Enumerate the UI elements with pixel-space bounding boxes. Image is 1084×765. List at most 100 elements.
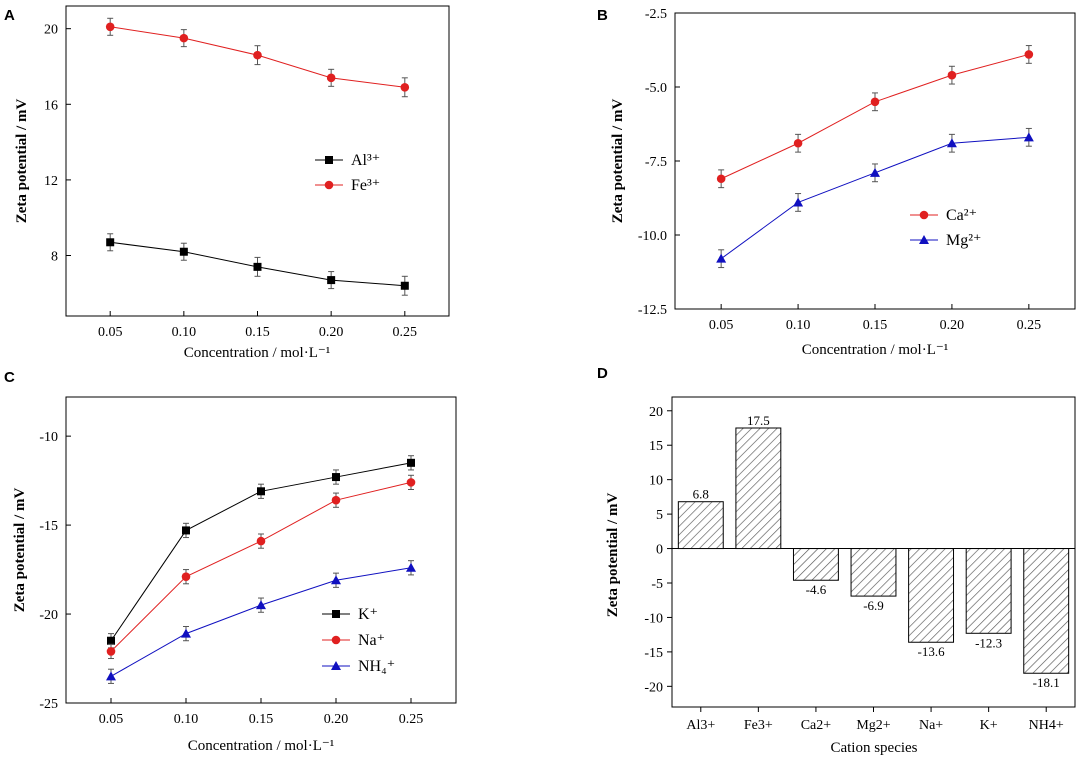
data-point-square (400, 281, 409, 290)
data-point-circle (919, 210, 929, 220)
data-label-background (971, 635, 1006, 650)
data-point-circle (105, 22, 115, 32)
y-axis-label: Zeta potential / mV (14, 99, 30, 224)
data-point-square (325, 156, 333, 164)
data-label-background (683, 486, 718, 501)
data-point-triangle (331, 575, 341, 585)
y-tick-label: -20 (644, 680, 663, 695)
data-point-triangle (793, 197, 804, 207)
data-point-triangle (946, 138, 957, 148)
x-tick-label: 0.25 (399, 712, 424, 727)
data-point-square (257, 487, 265, 496)
data-label-background (1029, 675, 1064, 690)
y-axis-label: Zeta potential / mV (610, 99, 626, 224)
data-point-circle (181, 572, 191, 581)
data-point-triangle (181, 628, 191, 638)
data-point-square (332, 610, 340, 618)
x-tick-label: NH4+ (1029, 718, 1064, 733)
panel-label: C (4, 369, 15, 386)
x-tick-label: Fe3+ (744, 718, 773, 733)
data-point-square (182, 526, 190, 535)
y-tick-label: 15 (649, 439, 663, 454)
data-label-background (914, 644, 949, 659)
series-line (720, 136, 1029, 260)
x-tick-label: 0.15 (249, 712, 274, 727)
panel-label: D (597, 365, 608, 382)
legend: Al³⁺ Fe³⁺ (315, 152, 380, 194)
data-point-square (332, 473, 340, 482)
y-tick-label: -10 (644, 611, 663, 626)
data-point-circle (179, 33, 189, 43)
panel-label: A (4, 7, 15, 24)
data-point-circle (331, 635, 341, 645)
y-tick-label: -10 (39, 430, 58, 445)
x-tick-label: 0.05 (98, 325, 123, 340)
data-label: -12.3 (975, 635, 1002, 650)
data-label: -18.1 (1033, 675, 1060, 690)
legend-label: Ca²⁺ (946, 207, 977, 224)
y-tick-label: 0 (656, 543, 663, 558)
plot-frame (674, 12, 1076, 310)
data-label-background (798, 582, 833, 597)
x-tick-label: 0.20 (319, 325, 344, 340)
y-tick-label: -10.0 (638, 229, 667, 244)
x-tick-label: Al3+ (686, 718, 715, 733)
data-label: -4.6 (806, 582, 827, 597)
y-tick-label: -20 (39, 608, 58, 623)
data-point-circle (716, 174, 726, 184)
x-axis-label: Cation species (830, 740, 917, 756)
x-tick-label: K+ (980, 718, 998, 733)
data-point-circle (324, 180, 334, 190)
data-point-circle (326, 73, 336, 83)
data-point-triangle (406, 562, 416, 572)
data-point-square (253, 262, 262, 271)
y-tick-label: -5 (651, 577, 663, 592)
data-point-circle (870, 97, 880, 107)
data-point-triangle (870, 167, 880, 177)
panel-c: C 0.05 0.10 0.15 0.20 0.25 -25 -20 -15 -10 Conce… (4, 369, 457, 754)
legend-label: Al³⁺ (351, 152, 380, 169)
bar (965, 548, 1012, 634)
y-tick-label: 20 (44, 23, 58, 38)
data-point-square (107, 636, 115, 645)
y-tick-label: 16 (44, 98, 58, 113)
data-point-circle (400, 82, 410, 92)
bar (908, 548, 955, 643)
bar (1023, 548, 1070, 674)
x-tick-label: Na+ (919, 718, 943, 733)
data-label: -6.9 (863, 598, 884, 613)
legend-label: Na⁺ (358, 632, 385, 649)
x-tick-label: Mg2+ (856, 718, 890, 733)
x-axis-label: Concentration / mol·L⁻¹ (184, 345, 331, 361)
x-tick-label: 0.05 (709, 318, 734, 333)
legend: Ca²⁺ Mg²⁺ (910, 207, 981, 249)
x-tick-label: 0.25 (393, 325, 418, 340)
bar (735, 427, 782, 550)
panel-a: A 0.05 0.10 0.15 0.20 0.25 8 12 16 20 Concentrat… (4, 5, 450, 361)
y-tick-label: -2.5 (645, 7, 667, 22)
data-label: -13.6 (918, 644, 946, 659)
data-point-square (407, 458, 415, 467)
data-point-triangle (919, 235, 929, 244)
series-line (110, 481, 412, 652)
y-tick-label: 12 (44, 174, 58, 189)
data-point-circle (106, 647, 116, 656)
legend-label: Mg²⁺ (946, 232, 981, 249)
data-point-square (179, 247, 188, 256)
y-tick-label: -12.5 (638, 303, 667, 318)
legend-label: NH₄⁺ (358, 658, 395, 675)
data-label-background (741, 413, 776, 427)
y-tick-label: -25 (39, 697, 58, 712)
y-tick-label: 10 (649, 474, 663, 489)
legend-label: K⁺ (358, 606, 378, 623)
series-line (720, 53, 1029, 180)
y-axis-label: Zeta potential / mV (12, 488, 28, 613)
y-tick-label: -7.5 (645, 155, 667, 170)
data-point-triangle (1023, 132, 1034, 142)
data-label-background (856, 598, 891, 613)
x-tick-label: 0.05 (99, 712, 124, 727)
data-point-circle (793, 138, 803, 148)
x-tick-label: 0.10 (172, 325, 197, 340)
x-tick-label: 0.20 (940, 318, 965, 333)
